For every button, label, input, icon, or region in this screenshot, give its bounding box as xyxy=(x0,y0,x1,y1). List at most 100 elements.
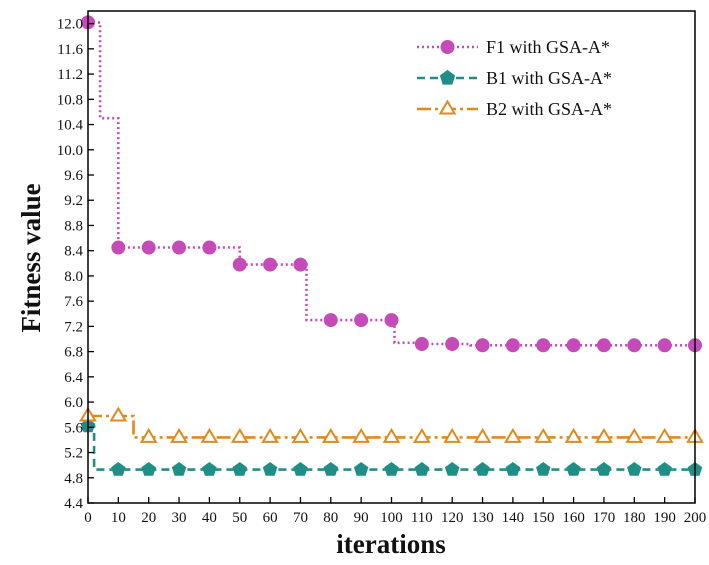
x-tick-label: 150 xyxy=(532,510,555,526)
y-axis-title: Fitness value xyxy=(16,183,46,332)
series-2-marker xyxy=(232,461,247,476)
series-3-marker xyxy=(291,427,310,443)
series-2-marker xyxy=(353,461,369,476)
x-tick-label: 70 xyxy=(293,510,308,526)
y-tick-label: 6.0 xyxy=(64,395,83,411)
x-tick-label: 130 xyxy=(471,510,494,526)
y-tick-label: 10.8 xyxy=(57,92,83,108)
series-1-marker xyxy=(172,240,187,255)
series-1-marker xyxy=(202,240,217,255)
y-tick-label: 4.4 xyxy=(64,496,83,512)
y-tick-label: 6.4 xyxy=(64,370,83,386)
series-2-marker xyxy=(111,461,126,476)
legend-swatch-marker xyxy=(440,40,455,54)
series-1-marker xyxy=(505,338,520,353)
x-tick-label: 200 xyxy=(684,510,707,526)
series-2-marker xyxy=(627,461,642,476)
series-3-marker xyxy=(170,427,188,443)
legend-item-1: F1 with GSA-A* xyxy=(417,37,610,57)
y-tick-label: 5.6 xyxy=(64,420,83,436)
series-2-marker xyxy=(171,461,187,476)
series-3-line xyxy=(88,414,695,439)
x-tick-label: 40 xyxy=(202,510,217,526)
y-tick-label: 6.8 xyxy=(64,345,83,361)
series-3-marker xyxy=(655,427,674,443)
x-tick-label: 80 xyxy=(323,510,338,526)
axes-layer: 0 10 20 30 40 50 60 70 80 90 100 110 120 130 140 150 160… xyxy=(57,10,707,526)
series-1-marker xyxy=(657,338,672,353)
series-1-marker xyxy=(414,337,429,352)
series-1-marker xyxy=(354,313,369,328)
series-2-marker xyxy=(566,461,581,476)
series-1-marker xyxy=(141,240,156,255)
y-tick-label: 7.2 xyxy=(64,319,83,335)
x-tick-label: 0 xyxy=(84,510,92,526)
series-3-marker xyxy=(352,427,371,443)
series-3 xyxy=(79,406,704,443)
series-2-marker xyxy=(414,461,430,476)
series-3-marker xyxy=(625,427,644,443)
x-tick-label: 60 xyxy=(263,510,278,526)
y-tick-label: 8.4 xyxy=(64,244,83,260)
series-1-marker xyxy=(627,338,642,353)
x-tick-label: 90 xyxy=(354,510,369,526)
y-tick-label: 11.2 xyxy=(57,67,83,83)
series-3-marker xyxy=(230,427,249,443)
y-tick-label: 8.8 xyxy=(64,218,83,234)
series-2 xyxy=(80,418,703,476)
series-1-marker xyxy=(111,240,126,255)
legend-item-2: B1 with GSA-A* xyxy=(417,68,612,88)
x-tick-label: 160 xyxy=(562,510,585,526)
y-tick-label: 12.0 xyxy=(57,17,83,33)
series-1 xyxy=(81,15,702,353)
x-tick-label: 120 xyxy=(441,510,464,526)
series-2-marker xyxy=(505,461,521,476)
series-3-marker xyxy=(443,427,462,443)
x-tick-label: 170 xyxy=(593,510,616,526)
y-tick-label: 9.2 xyxy=(64,193,83,209)
y-tick-label: 4.8 xyxy=(64,471,83,487)
series-2-marker xyxy=(475,461,490,476)
series-2-marker xyxy=(202,461,217,476)
series-1-marker xyxy=(384,313,399,328)
legend-item-3: B2 with GSA-A* xyxy=(417,99,612,119)
series-1-marker xyxy=(536,338,551,353)
x-tick-label: 20 xyxy=(141,510,156,526)
series-3-marker xyxy=(382,427,401,443)
series-2-marker xyxy=(262,461,278,476)
series-2-marker xyxy=(141,461,156,476)
series-3-marker xyxy=(595,427,613,443)
series-3-marker xyxy=(200,427,219,443)
series-3-marker xyxy=(321,427,340,443)
y-tick-label: 10.0 xyxy=(57,143,83,159)
y-tick-label: 11.6 xyxy=(57,42,83,58)
x-tick-label: 50 xyxy=(232,510,247,526)
series-2-marker xyxy=(323,461,339,476)
legend-swatch-marker xyxy=(438,99,457,115)
y-tick-label: 5.2 xyxy=(64,446,83,462)
legend-label: B2 with GSA-A* xyxy=(486,99,612,119)
x-tick-label: 140 xyxy=(502,510,525,526)
x-tick-label: 190 xyxy=(653,510,676,526)
y-tick-label: 10.4 xyxy=(57,118,84,134)
legend-swatch-marker xyxy=(439,69,456,85)
series-layer xyxy=(79,15,704,476)
legend-label: B1 with GSA-A* xyxy=(486,68,612,88)
series-2-marker xyxy=(384,461,399,476)
legend: F1 with GSA-A* B1 with GSA-A* B2 with GSA-… xyxy=(417,37,612,119)
series-3-marker xyxy=(473,427,492,443)
x-tick-label: 100 xyxy=(380,510,403,526)
series-1-marker xyxy=(475,338,490,353)
y-tick-label: 7.6 xyxy=(64,294,83,310)
legend-label: F1 with GSA-A* xyxy=(486,37,610,57)
series-2-marker xyxy=(536,461,551,476)
series-3-marker xyxy=(109,406,128,422)
series-1-marker xyxy=(566,338,581,353)
x-axis-title: iterations xyxy=(336,529,445,559)
y-tick-label: 8.0 xyxy=(64,269,83,285)
series-2-marker xyxy=(444,461,460,476)
x-tick-label: 30 xyxy=(172,510,187,526)
series-3-marker xyxy=(261,427,279,443)
series-3-marker xyxy=(412,427,431,443)
